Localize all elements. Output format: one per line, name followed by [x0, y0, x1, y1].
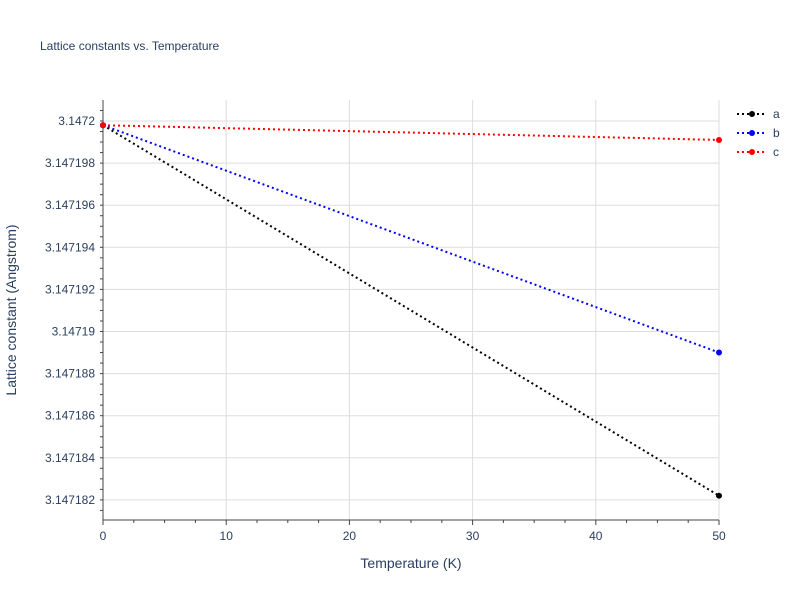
- data-point-b: [716, 349, 722, 356]
- x-tick-label: 10: [220, 529, 234, 543]
- legend-label-b: b: [773, 126, 780, 140]
- y-tick-label: 3.147192: [45, 282, 95, 296]
- legend-label-a: a: [773, 107, 780, 121]
- x-tick-label: 40: [589, 529, 603, 543]
- x-tick-label: 30: [466, 529, 480, 543]
- y-tick-label: 3.1472: [58, 114, 95, 128]
- y-tick-label: 3.14719: [52, 325, 96, 339]
- y-tick-label: 3.147188: [45, 367, 95, 381]
- y-tick-label: 3.147184: [45, 451, 95, 465]
- legend-label-c: c: [773, 145, 779, 159]
- x-tick-label: 0: [100, 529, 107, 543]
- x-tick-label: 20: [343, 529, 357, 543]
- series-line-a: [102, 124, 720, 497]
- x-tick-label: 50: [712, 529, 726, 543]
- legend-marker-b: [749, 130, 755, 136]
- chart-title: Lattice constants vs. Temperature: [40, 39, 220, 53]
- series-line-c: [102, 124, 720, 141]
- legend-marker-a: [749, 111, 755, 117]
- series-line-b: [102, 124, 720, 354]
- y-tick-label: 3.147196: [45, 198, 95, 212]
- y-tick-label: 3.147182: [45, 493, 95, 507]
- data-point-c: [100, 122, 106, 129]
- x-axis-label: Temperature (K): [360, 555, 461, 571]
- data-point-c: [716, 136, 722, 143]
- legend-marker-c: [749, 149, 755, 155]
- y-tick-label: 3.147198: [45, 156, 95, 170]
- y-tick-label: 3.147194: [45, 240, 95, 254]
- y-tick-label: 3.147186: [45, 409, 95, 423]
- data-point-a: [716, 492, 722, 499]
- y-axis-label: Lattice constant (Angstrom): [3, 224, 19, 395]
